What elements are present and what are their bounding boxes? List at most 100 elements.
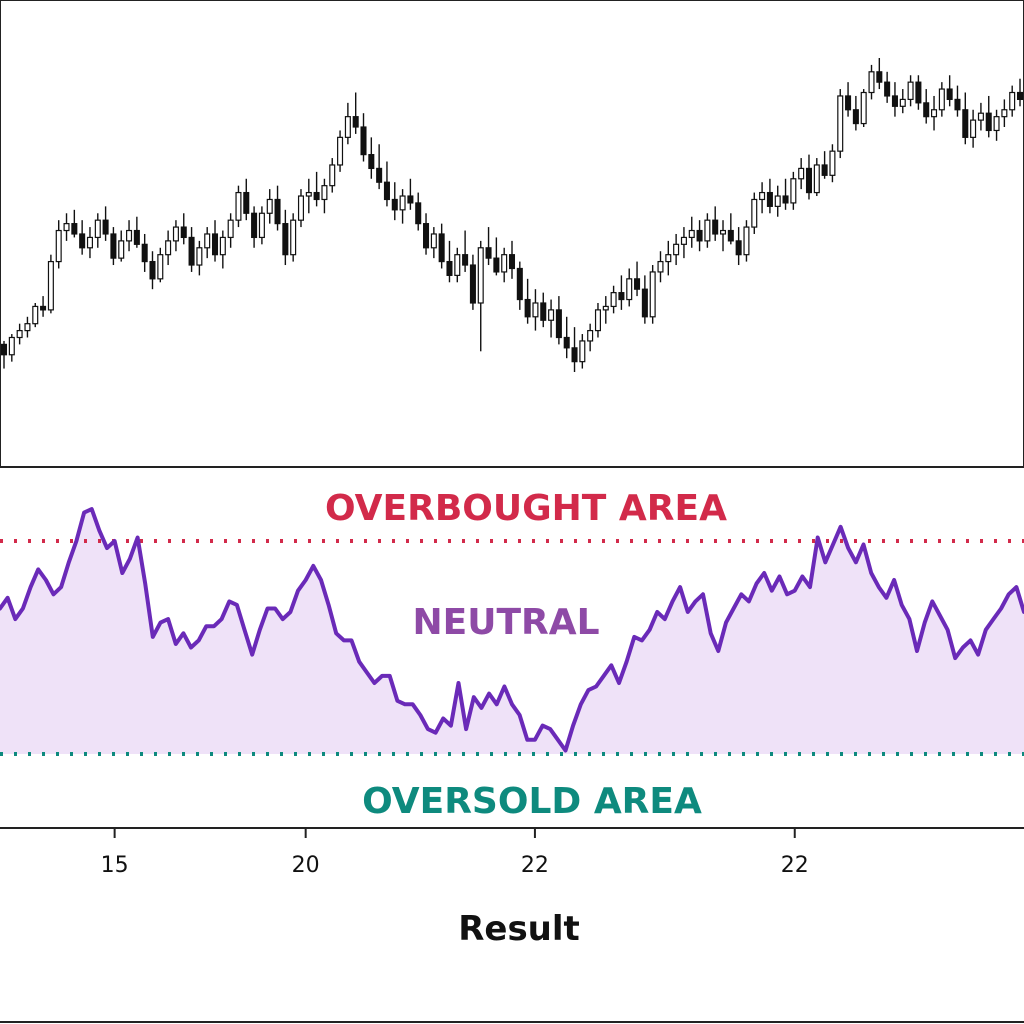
candlestick [891, 82, 898, 117]
candlestick [665, 240, 672, 276]
candlestick [532, 289, 539, 331]
candlestick [469, 254, 476, 310]
candlestick [923, 89, 930, 124]
candle-body [532, 302, 539, 318]
overbought-area-label: OVERBOUGHT AREA [325, 488, 727, 529]
candle-body [211, 233, 219, 256]
candle-body [594, 309, 601, 332]
candlestick [626, 268, 633, 307]
candlestick [821, 151, 828, 179]
candlestick [931, 95, 938, 131]
candle-body [696, 229, 703, 242]
candle-body [790, 178, 797, 204]
candlestick [508, 240, 516, 279]
candlestick [970, 109, 977, 148]
candle-body [337, 136, 344, 166]
candlestick [415, 192, 422, 231]
candlestick [790, 171, 797, 210]
candles-layer [0, 58, 1024, 372]
candlestick [696, 220, 703, 252]
candlestick [829, 144, 836, 183]
candle-body [813, 164, 820, 194]
candlestick [798, 158, 805, 190]
candle-body [188, 236, 195, 266]
candlestick [1001, 99, 1008, 128]
candle-body [641, 288, 648, 318]
candlestick [634, 261, 641, 297]
x-tick-label: 22 [521, 853, 549, 878]
candlestick [251, 206, 258, 248]
candlestick [657, 251, 664, 283]
candlestick [860, 89, 867, 128]
candlestick [555, 296, 562, 345]
candle-body [766, 191, 773, 207]
candle-body [462, 254, 469, 266]
candle-body [423, 223, 430, 249]
candlestick [852, 95, 859, 131]
candlestick [477, 240, 484, 352]
candlestick [837, 89, 844, 159]
candlestick [462, 230, 469, 272]
candle-body [899, 98, 906, 107]
candle-body [149, 260, 156, 280]
candlestick [516, 261, 523, 310]
x-tick-label: 15 [101, 853, 129, 878]
candle-body [86, 236, 93, 249]
candle-body [438, 233, 445, 263]
candlestick [805, 154, 813, 200]
x-axis-label: Result [458, 909, 580, 949]
candle-body [845, 95, 852, 111]
candle-body [204, 233, 211, 249]
candlestick [688, 216, 695, 248]
candlestick [8, 334, 15, 362]
candlestick [430, 227, 437, 259]
candle-body [360, 126, 367, 156]
candle-body [891, 95, 898, 107]
candle-body [180, 226, 187, 239]
candlestick [579, 334, 586, 369]
candle-body [8, 336, 15, 356]
candle-body [297, 195, 305, 221]
candlestick [235, 185, 242, 228]
candle-body [133, 229, 140, 245]
candle-body [712, 219, 719, 235]
candlestick [313, 171, 320, 207]
candlestick [337, 130, 344, 172]
candlestick [704, 213, 711, 248]
candlestick [243, 178, 250, 221]
candlestick [782, 178, 789, 210]
candlestick [985, 95, 992, 138]
candlestick [290, 213, 297, 262]
candlestick [94, 213, 101, 248]
candlestick [227, 213, 234, 248]
candlestick [907, 75, 914, 107]
candlestick [915, 75, 922, 110]
candlestick [297, 189, 305, 228]
candle-body [321, 185, 328, 201]
candle-body [94, 219, 101, 239]
candlestick [868, 64, 875, 100]
candle-body [47, 260, 54, 311]
candle-body [16, 329, 23, 339]
candle-body [0, 343, 8, 356]
candlestick [274, 185, 281, 231]
candlestick [774, 185, 781, 217]
candle-body [798, 167, 805, 180]
candlestick [884, 71, 891, 103]
candlestick [219, 230, 226, 269]
candlestick [618, 275, 625, 310]
candle-body [876, 71, 883, 83]
candle-body [665, 254, 672, 263]
candle-body [704, 219, 711, 242]
candlestick [571, 327, 578, 372]
candle-body [915, 81, 922, 104]
candlestick [610, 285, 617, 314]
candle-body [563, 336, 570, 349]
candlestick [321, 178, 328, 214]
candlestick [743, 220, 750, 262]
candle-body [227, 219, 234, 239]
candlestick [102, 206, 109, 241]
rsi-area-fill [0, 509, 1024, 754]
candle-body [376, 167, 383, 183]
candle-body [55, 229, 62, 263]
